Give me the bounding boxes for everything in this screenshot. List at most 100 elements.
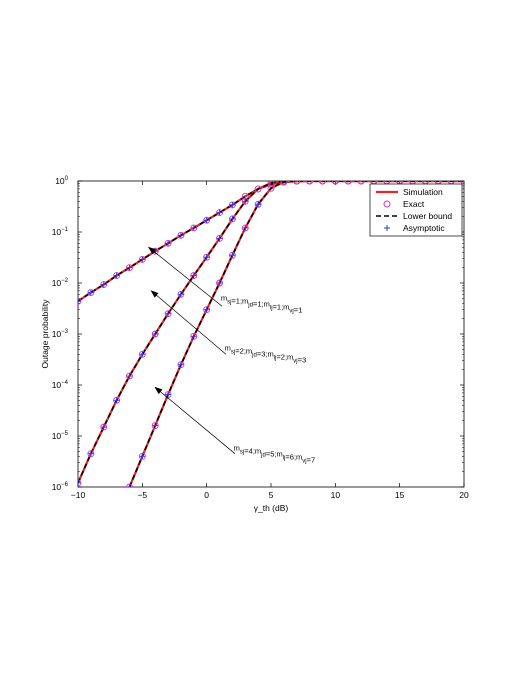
simulation-line-case3 [128,181,464,487]
exact-marker [87,450,95,458]
exact-marker [126,483,133,487]
exact-marker [216,234,223,242]
y-tick-label: 10−5 [52,431,69,441]
curves-group [78,181,464,487]
asymptotic-marker [178,361,184,368]
exact-marker [164,391,172,398]
annotation-label: msj=1;mjd=1;mlj=1;mvj=1 [221,294,303,315]
asymptotic-marker [229,202,236,208]
exact-marker [344,181,352,185]
asymptotic-marker [216,280,223,286]
exact-marker [267,181,275,187]
exact-marker [100,281,108,289]
exact-marker [203,253,211,261]
asymptotic-marker [165,391,171,398]
exact-marker [331,181,339,185]
annotation-arrow [154,386,236,454]
exact-marker [241,197,249,205]
asymptotic-marker [139,351,146,358]
y-tick-label: 10−4 [52,380,69,390]
exact-marker [87,289,95,296]
asymptotic-marker [229,252,236,259]
exact-marker [100,423,108,431]
asymptotic-marker [191,225,197,231]
annotation-label: msj=4;mjd=5;mlj=6;mvj=7 [234,443,316,464]
exact-marker [138,452,146,460]
x-tick-label: 15 [395,490,405,500]
exact-marker [126,372,133,380]
exact-marker [126,264,133,272]
legend-label: Lower bound [403,211,452,221]
exact-marker [190,332,198,340]
exact-marker [164,239,172,247]
exact-marker [306,181,314,185]
x-axis-label: γ_th (dB) [254,503,289,513]
asymptotic-marker [203,306,210,313]
asymptotic-marker [178,232,184,239]
exact-marker [280,181,288,186]
asymptotic-marker [191,333,197,340]
asymptotic-marker [165,240,171,247]
exact-marker [138,255,146,263]
y-axis-label: Outage probability [40,299,50,369]
exact-marker [164,310,172,318]
asymptotic-marker [78,298,81,304]
exact-marker [216,209,223,217]
exact-marker [216,279,223,287]
exact-marker [203,216,211,224]
asymptotic-marker [88,450,94,457]
asymptotic-marker [88,289,94,296]
exact-marker [113,396,121,404]
exact-marker [78,297,82,305]
legend-label: Exact [403,199,425,209]
asymptotic-marker [126,264,133,271]
y-tick-label: 10−3 [52,329,69,339]
asymptotic-marker [203,217,210,224]
asymptotic-marker [165,310,171,317]
exact-marker [228,215,236,223]
exact-marker [190,272,198,279]
asymptotic-marker [139,256,146,263]
lower-bound-line-case2 [78,181,464,484]
y-tick-label: 10−1 [52,227,69,237]
asymptotic-marker [242,198,249,205]
y-tick-label: 10−6 [52,482,69,492]
exact-marker [203,306,211,314]
asymptotic-marker [216,235,223,242]
asymptotic-marker [203,254,210,261]
asymptotic-marker [139,453,146,460]
asymptotic-marker [113,397,120,404]
y-tick-label: 100 [55,176,68,186]
asymptotic-marker [126,484,133,487]
x-tick-label: 5 [269,490,274,500]
exact-marker [319,181,326,185]
asymptotic-marker [229,216,236,222]
x-tick-label: 20 [459,490,469,500]
x-tick-label: −10 [71,490,86,500]
annotation-arrow [150,290,227,355]
asymptotic-marker [242,225,249,231]
exact-marker [177,361,185,369]
exact-marker [267,184,275,192]
asymptotic-marker [113,272,120,279]
exact-marker [357,181,365,185]
exact-marker [78,479,82,487]
asymptotic-marker [152,422,158,429]
exact-marker [113,272,121,279]
asymptotic-marker [126,373,133,379]
asymptotic-marker [191,272,197,279]
annotation-label: msj=2;mjd=3;mlj=2;mvj=3 [225,344,307,365]
legend-label: Asymptotic [403,223,445,233]
asymptotic-marker [178,291,184,298]
x-tick-label: 0 [204,490,209,500]
legend-swatch-asymptotic [384,225,390,231]
exact-marker [228,201,236,209]
y-tick-label: 10−2 [52,278,69,288]
exact-marker [177,290,185,298]
exact-marker [177,231,185,239]
asymptotic-marker [152,331,158,337]
exact-marker [228,251,236,259]
annotation-arrow [147,246,223,307]
